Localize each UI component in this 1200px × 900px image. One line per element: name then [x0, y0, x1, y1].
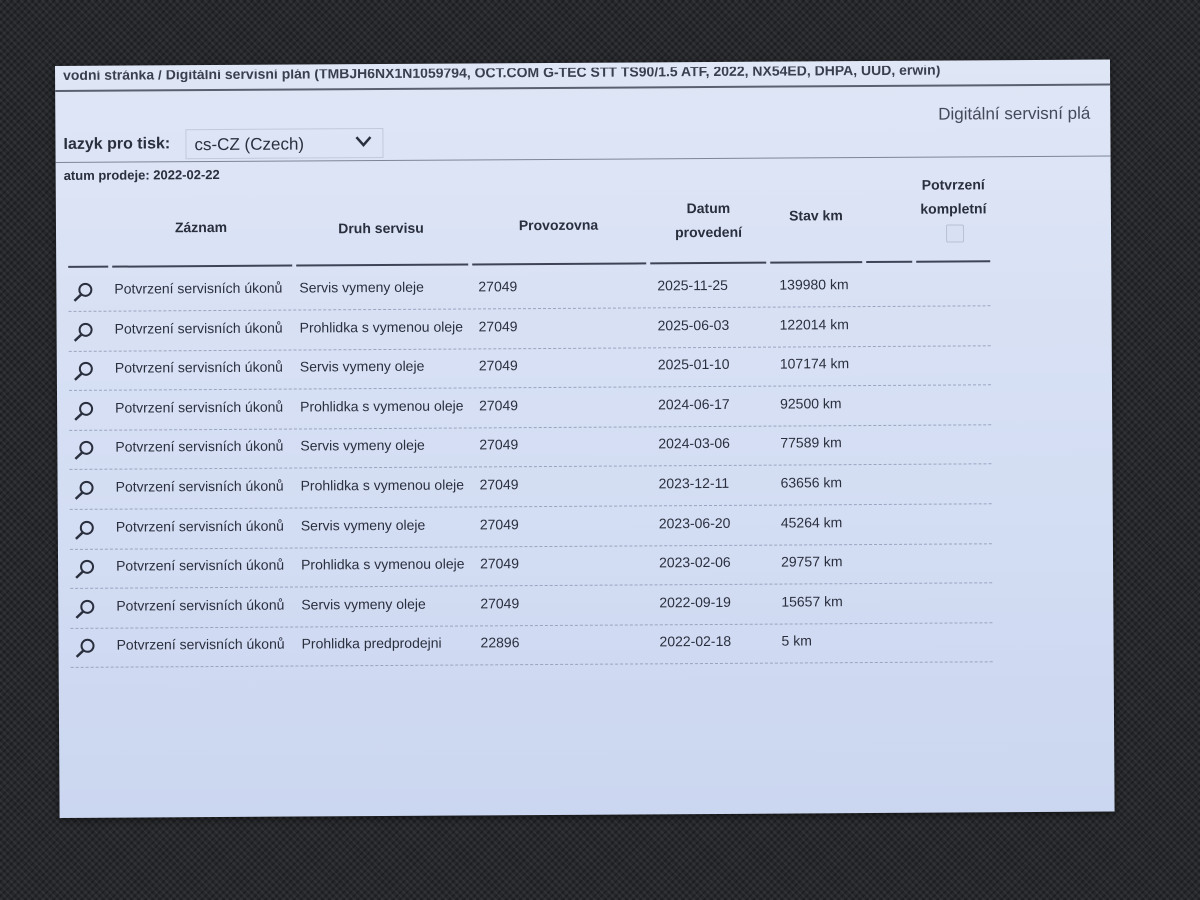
- table-row: Potvrzení servisních úkonů Prohlidka s vy…: [69, 542, 993, 590]
- language-select[interactable]: cs-CZ (Czech): [185, 127, 384, 160]
- header-service-type: Druh servisu: [338, 219, 424, 237]
- header-underline: [472, 262, 647, 266]
- language-value: cs-CZ (Czech): [194, 134, 305, 155]
- date-cell: 2025-01-10: [657, 356, 730, 373]
- service-type-cell: Servis vymeny oleje: [300, 516, 426, 534]
- header-confirm: Potvrzení kompletní: [906, 172, 1001, 221]
- header-confirm-line2: kompletní: [920, 200, 987, 217]
- date-cell: 2025-06-03: [657, 316, 730, 333]
- workshop-cell: 27049: [478, 317, 518, 335]
- service-type-cell: Prohlidka s vymenou oleje: [300, 476, 465, 494]
- magnifier-icon[interactable]: [74, 479, 96, 501]
- odometer-cell: 122014 km: [779, 315, 849, 333]
- record-cell: Potvrzení servisních úkonů: [116, 596, 285, 614]
- magnifier-icon[interactable]: [74, 558, 96, 580]
- header-underline: [866, 260, 913, 264]
- divider: [55, 83, 1111, 92]
- record-cell: Potvrzení servisních úkonů: [115, 517, 284, 535]
- date-cell: 2023-06-20: [658, 514, 731, 531]
- breadcrumb: vodní stránka / Digitální servisní plán …: [63, 65, 941, 83]
- date-cell: 2022-09-19: [659, 593, 731, 611]
- language-label: Iazyk pro tisk:: [63, 135, 171, 153]
- magnifier-icon[interactable]: [73, 360, 95, 382]
- date-cell: 2024-06-17: [658, 395, 730, 413]
- record-cell: Potvrzení servisních úkonů: [115, 477, 284, 495]
- service-type-cell: Servis vymeny oleje: [300, 437, 425, 454]
- header-underline: [68, 265, 109, 268]
- header-underline: [112, 264, 293, 268]
- header-date-line2: provedení: [675, 223, 743, 241]
- table-row: Potvrzení servisních úkonů Prohlidka s vy…: [68, 384, 992, 431]
- odometer-cell: 29757 km: [780, 553, 843, 570]
- date-cell: 2023-02-06: [658, 554, 731, 571]
- magnifier-icon[interactable]: [73, 400, 95, 422]
- printed-page: vodní stránka / Digitální servisní plán …: [55, 59, 1115, 818]
- odometer-cell: 5 km: [781, 632, 812, 649]
- record-cell: Potvrzení servisních úkonů: [116, 635, 285, 654]
- magnifier-icon[interactable]: [72, 281, 94, 303]
- odometer-cell: 107174 km: [779, 355, 850, 372]
- workshop-cell: 27049: [478, 357, 518, 374]
- magnifier-icon[interactable]: [74, 518, 96, 540]
- odometer-cell: 15657 km: [781, 592, 843, 610]
- workshop-cell: 27049: [479, 555, 520, 572]
- service-type-cell: Servis vymeny oleje: [301, 595, 426, 613]
- workshop-cell: 27049: [479, 396, 519, 414]
- record-cell: Potvrzení servisních úkonů: [115, 398, 284, 416]
- header-underline: [296, 263, 469, 267]
- odometer-cell: 63656 km: [780, 474, 843, 491]
- magnifier-icon[interactable]: [73, 320, 95, 342]
- odometer-cell: 77589 km: [780, 434, 842, 451]
- record-cell: Potvrzení servisních úkonů: [116, 556, 285, 574]
- date-cell: 2023-12-11: [658, 474, 730, 492]
- record-cell: Potvrzení servisních úkonů: [114, 358, 283, 376]
- date-cell: 2025-11-25: [657, 276, 728, 294]
- header-date: Datum provedení: [656, 196, 761, 245]
- table-row: Potvrzení servisních úkonů Prohlidka pred…: [70, 621, 993, 669]
- table-row: Potvrzení servisních úkonů Servis vymeny …: [69, 423, 992, 471]
- table-row: Potvrzení servisních úkonů Prohlidka s vy…: [68, 304, 991, 352]
- confirm-all-checkbox[interactable]: [945, 224, 965, 243]
- header-odometer: Stav km: [789, 207, 843, 224]
- table-row: Potvrzení servisních úkonů Servis vymeny …: [69, 502, 992, 550]
- date-cell: 2022-02-18: [659, 633, 732, 650]
- record-cell: Potvrzení servisních úkonů: [114, 279, 283, 297]
- record-cell: Potvrzení servisních úkonů: [115, 438, 284, 456]
- header-workshop: Provozovna: [518, 216, 599, 234]
- sale-date: atum prodeje: 2022-02-22: [63, 166, 220, 183]
- odometer-cell: 45264 km: [780, 513, 843, 531]
- service-type-cell: Prohlidka predprodejni: [301, 635, 442, 652]
- magnifier-icon[interactable]: [74, 598, 96, 620]
- header-record: Záznam: [174, 218, 228, 236]
- magnifier-icon[interactable]: [73, 439, 95, 461]
- table-row: Potvrzení servisních úkonů Servis vymeny …: [70, 582, 993, 629]
- workshop-cell: 27049: [479, 515, 519, 533]
- header-underline: [770, 261, 863, 264]
- date-cell: 2024-03-06: [658, 435, 730, 452]
- header-underline: [650, 261, 767, 265]
- workshop-cell: 22896: [480, 634, 520, 651]
- table-row: Potvrzení servisních úkonů Prohlidka s vy…: [69, 463, 992, 510]
- odometer-cell: 139980 km: [779, 276, 849, 293]
- service-type-cell: Servis vymeny oleje: [299, 357, 425, 375]
- header-date-line1: Datum: [686, 199, 731, 217]
- workshop-cell: 27049: [479, 476, 519, 493]
- page-title: Digitální servisní plá: [938, 103, 1091, 124]
- service-type-cell: Servis vymeny oleje: [299, 278, 424, 296]
- odometer-cell: 92500 km: [780, 394, 842, 412]
- service-table-body: Potvrzení servisních úkonů Servis vymeny …: [55, 60, 1110, 669]
- service-type-cell: Prohlidka s vymenou oleje: [299, 318, 464, 336]
- table-row: Potvrzení servisních úkonů Servis vymeny …: [68, 265, 991, 312]
- record-cell: Potvrzení servisních úkonů: [114, 319, 283, 337]
- table-row: Potvrzení servisních úkonů Servis vymeny …: [68, 344, 991, 392]
- chevron-down-icon: [355, 136, 372, 148]
- workshop-cell: 27049: [480, 594, 520, 612]
- service-type-cell: Prohlidka s vymenou oleje: [301, 555, 465, 573]
- header-underline: [916, 260, 991, 263]
- header-confirm-line1: Potvrzení: [921, 176, 985, 193]
- workshop-cell: 27049: [478, 278, 518, 295]
- workshop-cell: 27049: [479, 436, 519, 453]
- service-type-cell: Prohlidka s vymenou oleje: [300, 397, 464, 415]
- magnifier-icon[interactable]: [74, 637, 96, 659]
